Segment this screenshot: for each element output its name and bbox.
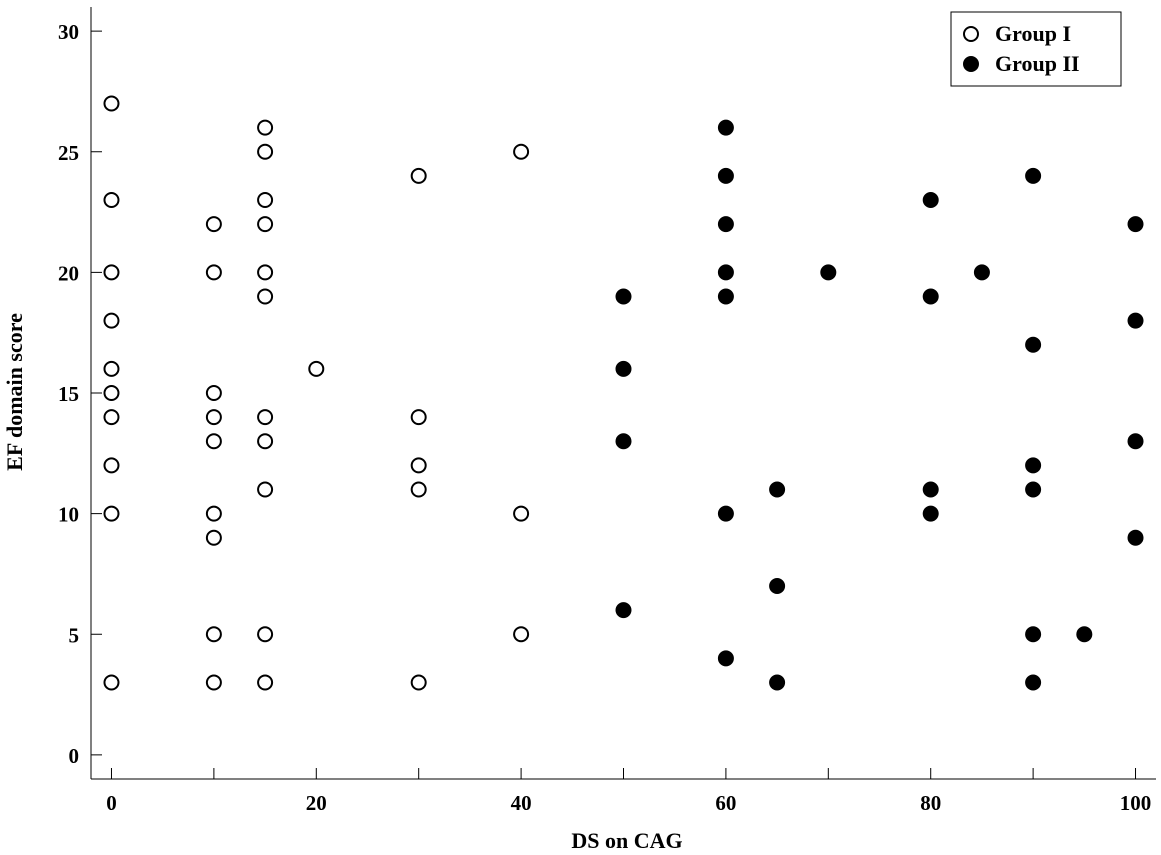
group-i-point [257, 409, 274, 426]
group-i-point [410, 409, 427, 426]
group-ii-point [615, 433, 632, 450]
group-ii-point [769, 674, 786, 691]
legend-marker-group-i [963, 26, 979, 42]
y-tick-label: 30 [58, 20, 79, 44]
group-ii-point [922, 288, 939, 305]
group-i-point [308, 360, 325, 377]
group-i-point [257, 192, 274, 208]
x-axis-title: DS on CAG [571, 828, 682, 853]
group-ii-point [1025, 481, 1042, 498]
legend-marker-group-ii [963, 56, 979, 72]
y-tick-label: 10 [58, 503, 79, 527]
group-ii-point [1127, 216, 1144, 233]
group-i-point [513, 505, 530, 522]
group-i-point [103, 674, 120, 691]
y-tick-label: 5 [69, 623, 80, 647]
group-ii-point [717, 264, 734, 281]
group-ii-point [1025, 626, 1042, 643]
group-ii-point [769, 481, 786, 498]
group-i-point [205, 409, 222, 426]
y-tick-label: 15 [58, 382, 79, 406]
x-tick-label: 20 [306, 791, 327, 815]
group-ii-point [717, 119, 734, 136]
y-axis-title: EF domain score [2, 313, 27, 471]
x-tick-label: 0 [106, 791, 117, 815]
group-ii-point [973, 264, 990, 281]
group-i-point [103, 409, 120, 426]
x-axis-ticks: 0 20 40 60 80 100 [106, 768, 1151, 815]
group-ii-point [1025, 457, 1042, 474]
axes [90, 7, 1156, 780]
group-ii-point [1127, 312, 1144, 329]
data-points [103, 95, 1144, 691]
y-tick-label: 0 [69, 744, 80, 768]
y-axis-ticks: 0 5 10 15 20 25 30 [58, 20, 102, 768]
group-i-point [257, 119, 274, 136]
group-ii-point [922, 481, 939, 498]
group-ii-point [769, 578, 786, 594]
group-i-point [513, 626, 530, 643]
x-tick-label: 100 [1120, 791, 1152, 815]
group-i-point [257, 674, 274, 691]
group-ii-point [1127, 529, 1144, 546]
group-ii-point [717, 167, 734, 184]
group-i-point [410, 674, 427, 691]
group-i-point [257, 288, 274, 305]
group-i-point [410, 167, 427, 184]
x-tick-label: 80 [920, 791, 941, 815]
group-ii-point [820, 264, 837, 281]
group-i-point [103, 505, 120, 522]
group-ii-point [1076, 626, 1093, 643]
group-i-point [205, 433, 222, 450]
group-i-point [205, 626, 222, 643]
group-i-point [103, 264, 120, 281]
group-ii-point [615, 602, 632, 619]
y-tick-label: 20 [58, 261, 79, 285]
group-i-point [205, 385, 222, 401]
group-i-point [205, 264, 222, 281]
group-i-point [103, 312, 120, 329]
group-ii-point [922, 505, 939, 522]
group-ii-point [615, 288, 632, 305]
group-i-point [103, 457, 120, 474]
legend-label-group-ii: Group II [995, 51, 1080, 76]
group-ii-point [1025, 167, 1042, 184]
group-i-point [257, 481, 274, 498]
group-i-point [205, 529, 222, 546]
legend: Group I Group II [950, 11, 1122, 87]
group-ii-point [717, 216, 734, 233]
group-i-point [410, 457, 427, 474]
group-i-point [257, 143, 274, 160]
x-tick-label: 40 [511, 791, 532, 815]
group-i-point [257, 264, 274, 281]
group-i-point [205, 505, 222, 522]
group-i-point [257, 216, 274, 233]
group-i-point [257, 433, 274, 450]
group-ii-point [1025, 674, 1042, 691]
group-i-point [103, 192, 120, 208]
x-tick-label: 60 [715, 791, 736, 815]
group-i-point [103, 95, 120, 112]
group-i-point [103, 360, 120, 377]
group-ii-point [922, 192, 939, 208]
y-tick-label: 25 [58, 141, 79, 165]
group-ii-point [615, 360, 632, 377]
group-ii-point [717, 505, 734, 522]
group-i-point [205, 674, 222, 691]
group-ii-point [717, 650, 734, 667]
group-ii-point [717, 288, 734, 305]
group-i-point [410, 481, 427, 498]
group-i-point [513, 143, 530, 160]
group-ii-point [1025, 336, 1042, 353]
group-i-point [257, 626, 274, 643]
group-ii-point [1127, 433, 1144, 450]
group-i-point [103, 385, 120, 401]
group-i-point [205, 216, 222, 233]
legend-label-group-i: Group I [995, 21, 1071, 46]
legend-box [950, 11, 1122, 87]
